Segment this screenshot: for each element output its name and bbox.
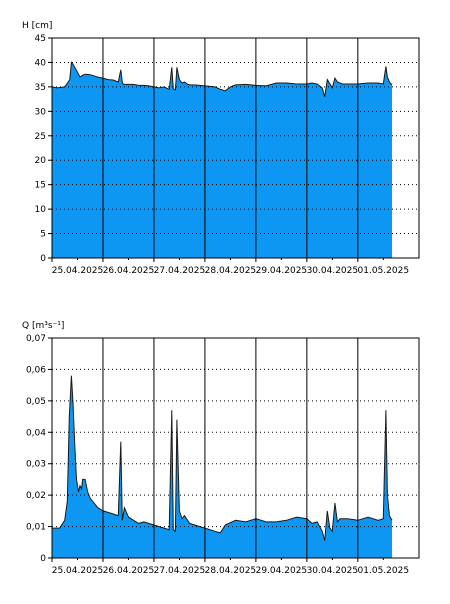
y-axis-label: Q [m³s⁻¹]: [22, 321, 64, 331]
y-axis-label: H [cm]: [22, 21, 52, 31]
x-tick-label: 25.04.2025: [52, 566, 104, 576]
x-tick-label: 30.04.2025: [307, 566, 359, 576]
x-tick-label: 29.04.2025: [256, 566, 308, 576]
x-tick-label: 26.04.2025: [103, 266, 155, 276]
x-tick-label: 28.04.2025: [205, 266, 257, 276]
y-tick-label: 35: [35, 83, 46, 93]
y-tick-label: 0,03: [26, 460, 46, 470]
y-tick-label: 15: [35, 181, 46, 191]
y-tick-label: 0: [40, 554, 46, 564]
water-level-chart: 0 5 10 15 20 25 30 35 40 45 25.04.2025 26.04.2025 27…: [22, 21, 420, 276]
y-tick-label: 0,04: [26, 428, 46, 438]
y-tick-label: 40: [35, 58, 47, 68]
x-tick-label: 27.04.2025: [154, 266, 206, 276]
y-tick-label: 20: [35, 156, 47, 166]
x-tick-label: 27.04.2025: [154, 566, 206, 576]
y-tick-label: 5: [40, 230, 46, 240]
y-tick-label: 0,06: [26, 365, 46, 375]
x-tick-label: 01.05.2025: [358, 266, 410, 276]
x-tick-label: 30.04.2025: [307, 266, 359, 276]
x-tick-label: 25.04.2025: [52, 266, 104, 276]
x-tick-label: 01.05.2025: [358, 566, 410, 576]
y-tick-label: 45: [35, 34, 46, 44]
y-tick-label: 0,05: [26, 397, 46, 407]
series-line: [52, 375, 393, 541]
y-tick-label: 25: [35, 132, 46, 142]
y-tick-label: 30: [35, 107, 47, 117]
y-tick-label: 0,02: [26, 491, 46, 501]
plot-frame: [51, 337, 420, 559]
y-tick-label: 0: [40, 254, 46, 264]
y-tick-label: 10: [35, 205, 47, 215]
x-tick-label: 28.04.2025: [205, 566, 257, 576]
y-tick-label: 0,01: [26, 523, 46, 533]
x-tick-label: 29.04.2025: [256, 266, 308, 276]
x-tick-label: 26.04.2025: [103, 566, 155, 576]
y-tick-label: 0,07: [26, 334, 46, 344]
plot-frame: [51, 37, 420, 259]
series-line: [51, 61, 393, 97]
